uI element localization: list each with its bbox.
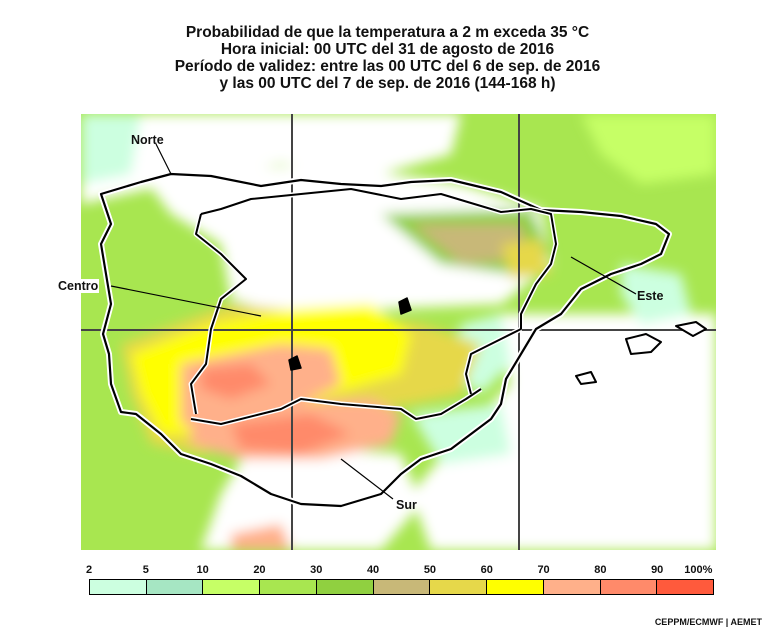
leader-lines xyxy=(110,143,637,500)
credit-text: CEPPM/ECMWF | AEMET xyxy=(654,617,762,627)
legend-color-swatch xyxy=(487,580,544,594)
map-svg: Norte Centro Este Sur xyxy=(81,114,716,550)
region-borders xyxy=(190,188,557,425)
region-label-centro-outer: Centro xyxy=(57,279,100,293)
title-line-2: Hora inicial: 00 UTC del 31 de agosto de… xyxy=(220,41,555,58)
legend-color-swatch xyxy=(146,580,204,594)
legend-color-swatch xyxy=(430,580,488,594)
legend-tick: 100% xyxy=(684,564,713,576)
legend-tick: 60 xyxy=(480,564,493,576)
coastline xyxy=(98,171,707,509)
legend-tick: 70 xyxy=(537,564,550,576)
region-label-sur: Sur xyxy=(396,498,417,512)
title-line-1: Probabilidad de que la temperatura a 2 m… xyxy=(185,24,590,41)
legend-tick: 50 xyxy=(423,564,437,576)
probability-map: Norte Centro Este Sur xyxy=(81,114,716,550)
legend-color-swatch xyxy=(203,580,261,594)
legend-colorbar xyxy=(89,579,714,595)
legend-tick: 10 xyxy=(196,564,209,576)
map-title: Probabilidad de que la temperatura a 2 m… xyxy=(0,24,775,92)
region-label-este: Este xyxy=(637,289,663,303)
legend-tick: 30 xyxy=(310,564,323,576)
legend-color-swatch xyxy=(543,580,601,594)
legend-color-swatch xyxy=(373,580,431,594)
region-label-norte: Norte xyxy=(131,133,164,147)
legend-tick: 40 xyxy=(366,564,380,576)
legend-color-swatch xyxy=(657,580,714,594)
title-line-4: y las 00 UTC del 7 de sep. de 2016 (144-… xyxy=(219,75,556,92)
title-line-3: Período de validez: entre las 00 UTC del… xyxy=(174,58,601,75)
legend-color-swatch xyxy=(600,580,658,594)
legend-tick: 2 xyxy=(85,564,93,576)
legend-color-swatch xyxy=(260,580,317,594)
legend-tick: 5 xyxy=(142,564,149,576)
legend-tick: 20 xyxy=(253,564,266,576)
legend-tick: 80 xyxy=(594,564,607,576)
legend-tick: 90 xyxy=(651,564,664,576)
legend-color-swatch xyxy=(316,580,374,594)
legend-color-swatch xyxy=(90,580,147,594)
legend-ticks: 2 5 10 20 30 40 50 60 70 80 90 100% xyxy=(85,564,714,578)
